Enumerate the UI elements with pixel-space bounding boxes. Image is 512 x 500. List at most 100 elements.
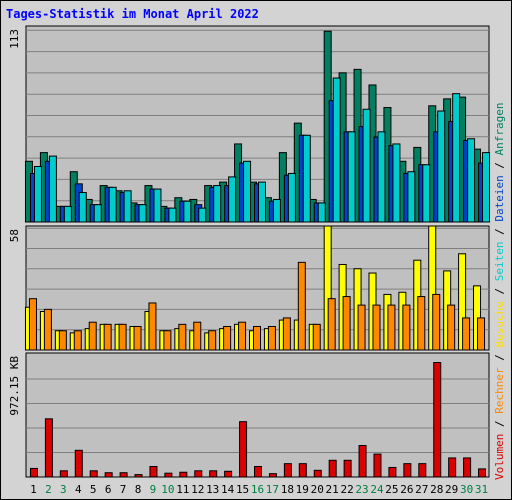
bar-seiten-13: [213, 185, 222, 223]
x-tick-label-17: 17: [266, 483, 279, 496]
x-tick-label-18: 18: [281, 483, 294, 496]
bar-volumen-9: [149, 466, 158, 478]
bar-seiten-6: [108, 186, 117, 223]
legend-part-5: /: [493, 281, 506, 301]
bar-seiten-17: [272, 198, 281, 223]
bar-volumen-8: [134, 474, 143, 478]
x-tick-label-10: 10: [161, 483, 174, 496]
x-tick-label-26: 26: [400, 483, 413, 496]
bar-volumen-3: [59, 470, 68, 478]
legend-part-8: Dateien: [493, 175, 506, 221]
bar-seiten-29: [452, 93, 461, 223]
bar-volumen-15: [239, 421, 248, 478]
bar-volumen-30: [463, 457, 472, 478]
bar-seiten-19: [302, 134, 311, 223]
bar-rechner-21: [327, 298, 336, 351]
x-tick-label-22: 22: [340, 483, 353, 496]
bar-seiten-31: [482, 152, 491, 223]
x-tick-label-8: 8: [135, 483, 142, 496]
bar-seiten-12: [198, 207, 207, 223]
bar-seiten-30: [467, 138, 476, 223]
bar-volumen-2: [44, 418, 53, 478]
bar-volumen-26: [403, 463, 412, 478]
x-tick-label-24: 24: [370, 483, 384, 496]
x-tick-label-13: 13: [206, 483, 219, 496]
bar-rechner-2: [43, 308, 52, 351]
x-tick-label-6: 6: [105, 483, 112, 496]
x-tick-label-29: 29: [445, 483, 458, 496]
legend-part-6: Seiten: [493, 242, 506, 282]
x-tick-label-16: 16: [251, 483, 264, 496]
bar-seiten-28: [437, 110, 446, 223]
bar-rechner-6: [103, 323, 112, 351]
bar-volumen-5: [89, 470, 98, 478]
bar-seiten-16: [258, 181, 266, 223]
bar-seiten-18: [287, 172, 296, 223]
bar-rechner-19: [297, 261, 306, 351]
bar-seiten-1: [33, 165, 42, 223]
bar-seiten-11: [183, 200, 192, 223]
bar-volumen-13: [209, 470, 218, 478]
x-tick-label-19: 19: [296, 483, 309, 496]
x-tick-label-31: 31: [475, 483, 488, 496]
bar-volumen-16: [254, 466, 262, 478]
legend-part-2: Rechner: [493, 367, 506, 414]
bar-rechner-23: [357, 304, 366, 351]
legend-part-7: /: [493, 222, 506, 242]
bar-seiten-7: [123, 190, 132, 223]
x-tick-label-27: 27: [415, 483, 428, 496]
bar-volumen-1: [29, 467, 38, 478]
legend-part-3: /: [493, 348, 506, 368]
x-tick-label-12: 12: [191, 483, 204, 496]
bar-rechner-13: [208, 330, 217, 351]
bar-volumen-11: [179, 471, 188, 478]
panel-visits-ymax-label: 58: [8, 229, 21, 242]
bar-seiten-5: [93, 204, 102, 223]
panel-hits-ymax-label: 113: [8, 29, 21, 49]
legend-part-1: /: [493, 414, 506, 434]
bar-rechner-16: [253, 325, 261, 351]
bar-rechner-4: [73, 330, 82, 351]
x-tick-label-21: 21: [326, 483, 339, 496]
bar-rechner-26: [402, 304, 411, 351]
x-tick-label-20: 20: [311, 483, 324, 496]
bar-rechner-15: [238, 321, 247, 351]
x-tick-label-11: 11: [176, 483, 189, 496]
bar-volumen-10: [164, 472, 173, 478]
bar-seiten-22: [347, 131, 356, 223]
bar-seiten-9: [153, 188, 162, 223]
bar-volumen-22: [343, 459, 352, 478]
bar-volumen-27: [418, 463, 427, 478]
bar-volumen-24: [373, 453, 382, 478]
x-tick-label-14: 14: [221, 483, 235, 496]
bar-volumen-28: [433, 362, 442, 478]
bar-volumen-17: [268, 473, 277, 478]
x-tick-label-4: 4: [75, 483, 82, 496]
bar-volumen-7: [119, 472, 128, 478]
bar-seiten-21: [332, 77, 341, 223]
x-tick-label-3: 3: [60, 483, 67, 496]
bar-volumen-18: [283, 463, 292, 478]
bar-volumen-14: [224, 470, 233, 478]
chart-title: Tages-Statistik im Monat April 2022: [6, 7, 259, 21]
bar-seiten-24: [377, 131, 386, 223]
bar-rechner-30: [462, 317, 471, 351]
bar-volumen-31: [478, 468, 487, 478]
bar-volumen-4: [74, 449, 83, 478]
bar-seiten-8: [138, 204, 147, 223]
bar-volumen-25: [388, 466, 397, 478]
x-tick-label-2: 2: [45, 483, 52, 496]
bar-seiten-14: [228, 176, 237, 223]
bar-rechner-25: [387, 304, 396, 351]
x-tick-label-9: 9: [150, 483, 157, 496]
bar-seiten-20: [317, 202, 326, 223]
x-tick-label-23: 23: [355, 483, 368, 496]
legend-part-9: /: [493, 155, 506, 175]
bar-seiten-26: [407, 171, 416, 223]
bar-rechner-9: [148, 302, 157, 351]
bar-rechner-20: [312, 323, 321, 351]
bar-rechner-7: [118, 323, 127, 351]
x-tick-label-25: 25: [385, 483, 398, 496]
bar-rechner-29: [447, 304, 456, 351]
